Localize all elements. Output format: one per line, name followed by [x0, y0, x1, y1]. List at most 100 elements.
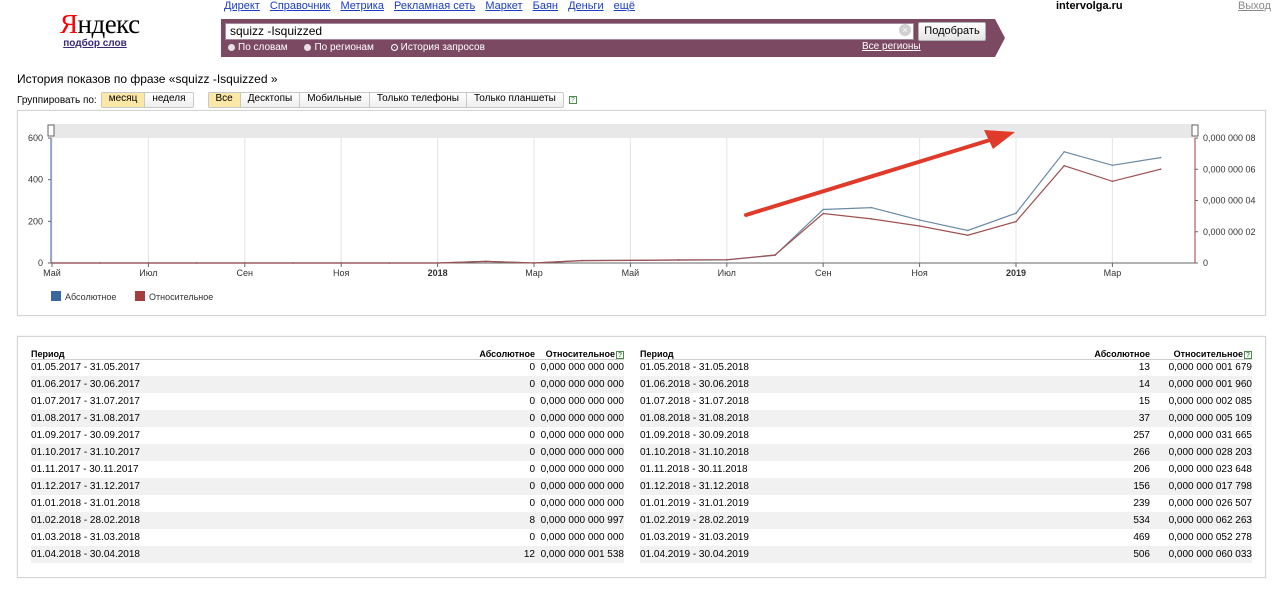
cell-relative: 0,000 000 000 000 — [540, 396, 624, 407]
range-handle-right[interactable] — [1191, 124, 1199, 137]
table-row: 01.10.2018 - 31.10.2018 266 0,000 000 028 … — [640, 444, 1252, 461]
legend-swatch — [51, 291, 61, 301]
x-tick-label: 2019 — [1006, 268, 1026, 278]
logo-wordmark[interactable]: Яндекс — [60, 10, 140, 38]
col-period: Период — [31, 342, 411, 360]
cell-absolute: 469 — [1133, 532, 1150, 543]
help-icon[interactable]: ? — [568, 96, 577, 104]
cell-absolute: 0 — [529, 396, 535, 407]
data-point — [1111, 180, 1114, 183]
help-icon[interactable]: ? — [1244, 350, 1252, 359]
radio-history[interactable]: История запросов — [390, 42, 485, 53]
period-month-button[interactable]: месяц — [101, 93, 146, 107]
data-point — [581, 259, 583, 262]
search-button[interactable]: Подобрать — [918, 22, 986, 41]
service-link-market[interactable]: Маркет — [485, 0, 523, 12]
data-point — [629, 259, 632, 262]
col-relative-label: Относительное — [545, 348, 615, 359]
cell-relative: 0,000 000 001 960 — [1150, 376, 1252, 393]
x-tick-label: Май — [43, 268, 61, 278]
cell-relative: 0,000 000 062 263 — [1150, 512, 1252, 529]
cell-absolute: 156 — [1040, 478, 1150, 495]
cell-period: 01.01.2019 - 31.01.2019 — [640, 498, 749, 509]
device-desktop-button[interactable]: Десктопы — [240, 93, 301, 107]
cell-period: 01.05.2018 - 31.05.2018 — [640, 362, 749, 374]
data-point — [340, 262, 343, 264]
radio-by-regions[interactable]: По регионам — [304, 42, 374, 53]
clear-icon[interactable]: × — [899, 24, 911, 36]
service-link-bayan[interactable]: Баян — [532, 0, 558, 12]
grouping-controls: Группировать по: месяц неделя Все Дескто… — [17, 92, 577, 108]
service-link-ad-network[interactable]: Рекламная сеть — [394, 0, 476, 12]
cell-period: 01.06.2017 - 30.06.2017 — [31, 376, 411, 393]
cell-relative: 0,000 000 023 648 — [1168, 464, 1252, 475]
device-tablets-button[interactable]: Только планшеты — [466, 93, 563, 107]
cell-period: 01.02.2018 - 28.02.2018 — [31, 512, 411, 529]
table-row: 01.02.2018 - 28.02.2018 8 0,000 000 000 99… — [31, 512, 624, 529]
col-relative-label: Относительное — [1173, 348, 1243, 359]
annotation-arrow-head — [984, 130, 1015, 149]
user-login[interactable]: intervolga.ru — [1056, 0, 1123, 12]
table-row: 01.12.2017 - 31.12.2017 0 0,000 000 000 00… — [31, 478, 624, 495]
table-row: 01.04.2019 - 30.04.2019 506 0,000 000 060 … — [640, 546, 1252, 563]
cell-absolute: 206 — [1133, 464, 1150, 475]
range-handle-left[interactable] — [47, 124, 55, 137]
stats-table-right: Период Абсолютное Относительное? 01.05.2… — [640, 342, 1252, 563]
cell-period: 01.11.2018 - 30.11.2018 — [640, 464, 748, 475]
table-row: 01.11.2017 - 30.11.2017 0 0,000 000 000 00… — [31, 461, 624, 478]
data-point — [967, 229, 969, 232]
data-point — [244, 262, 246, 264]
logout-link[interactable]: Выход — [1238, 0, 1271, 12]
series-line-absolute — [52, 151, 1161, 264]
data-point — [918, 219, 921, 221]
range-navigator[interactable] — [51, 124, 1195, 138]
x-tick-label: Июл — [139, 268, 157, 278]
x-tick-label: Ноя — [911, 268, 928, 278]
cell-relative: 0,000 000 001 538 — [535, 546, 624, 563]
cell-relative: 0,000 000 052 278 — [1168, 532, 1252, 543]
cell-period: 01.10.2018 - 31.10.2018 — [640, 444, 1040, 461]
service-link-directory[interactable]: Справочник — [269, 0, 331, 12]
data-point — [726, 258, 728, 261]
service-link-metrika[interactable]: Метрика — [340, 0, 384, 12]
data-point — [1159, 168, 1162, 170]
logo-subtitle-link[interactable]: подбор слов — [63, 38, 127, 49]
yandex-logo[interactable]: Яндекс подбор слов — [60, 10, 140, 50]
cell-absolute: 13 — [1138, 362, 1150, 374]
data-point — [918, 225, 921, 227]
y-right-tick-label: 0,000 000 04 — [1203, 196, 1256, 206]
service-link-direct[interactable]: Директ — [224, 0, 260, 12]
period-week-button[interactable]: неделя — [145, 93, 193, 107]
cell-period: 01.08.2018 - 31.08.2018 — [640, 410, 1040, 427]
device-mobile-button[interactable]: Мобильные — [300, 93, 370, 107]
cell-relative: 0,000 000 000 000 — [540, 362, 624, 374]
device-all-button[interactable]: Все — [208, 93, 241, 107]
y-left-tick-label: 200 — [28, 216, 43, 226]
page-title: История показов по фразе «squizz -Isquiz… — [17, 72, 278, 86]
x-tick-label: Май — [622, 268, 640, 278]
service-link-more[interactable]: ещё — [613, 0, 635, 12]
table-row: 01.05.2017 - 31.05.2017 0 0,000 000 000 00… — [31, 359, 624, 376]
y-left-tick-label: 0 — [38, 258, 43, 268]
y-right-tick-label: 0 — [1203, 258, 1208, 268]
radio-label: По регионам — [314, 42, 374, 53]
legend-label[interactable]: Относительное — [149, 292, 213, 302]
service-link-money[interactable]: Деньги — [568, 0, 604, 12]
legend-label[interactable]: Абсолютное — [65, 292, 116, 302]
table-row: 01.12.2018 - 31.12.2018 156 0,000 000 017 … — [640, 478, 1252, 495]
cell-relative: 0,000 000 031 665 — [1168, 430, 1252, 441]
data-point — [99, 262, 101, 264]
y-right-tick-label: 0,000 000 06 — [1203, 164, 1256, 174]
device-phones-button[interactable]: Только телефоны — [369, 93, 467, 107]
cell-period: 01.09.2018 - 30.09.2018 — [640, 430, 749, 441]
x-tick-label: Мар — [1104, 268, 1122, 278]
all-regions-link[interactable]: Все регионы — [862, 41, 921, 52]
cell-absolute: 0 — [529, 498, 535, 509]
help-icon[interactable]: ? — [616, 350, 624, 359]
cell-absolute: 257 — [1133, 430, 1150, 441]
cell-period: 01.08.2017 - 31.08.2017 — [31, 410, 411, 427]
search-input[interactable]: squizz -Isquizzed — [225, 23, 914, 40]
table-row: 01.08.2018 - 31.08.2018 37 0,000 000 005 1… — [640, 410, 1252, 427]
stats-panel: Период Абсолютное Относительное? 01.05.2… — [17, 336, 1266, 578]
radio-by-words[interactable]: По словам — [228, 42, 288, 53]
